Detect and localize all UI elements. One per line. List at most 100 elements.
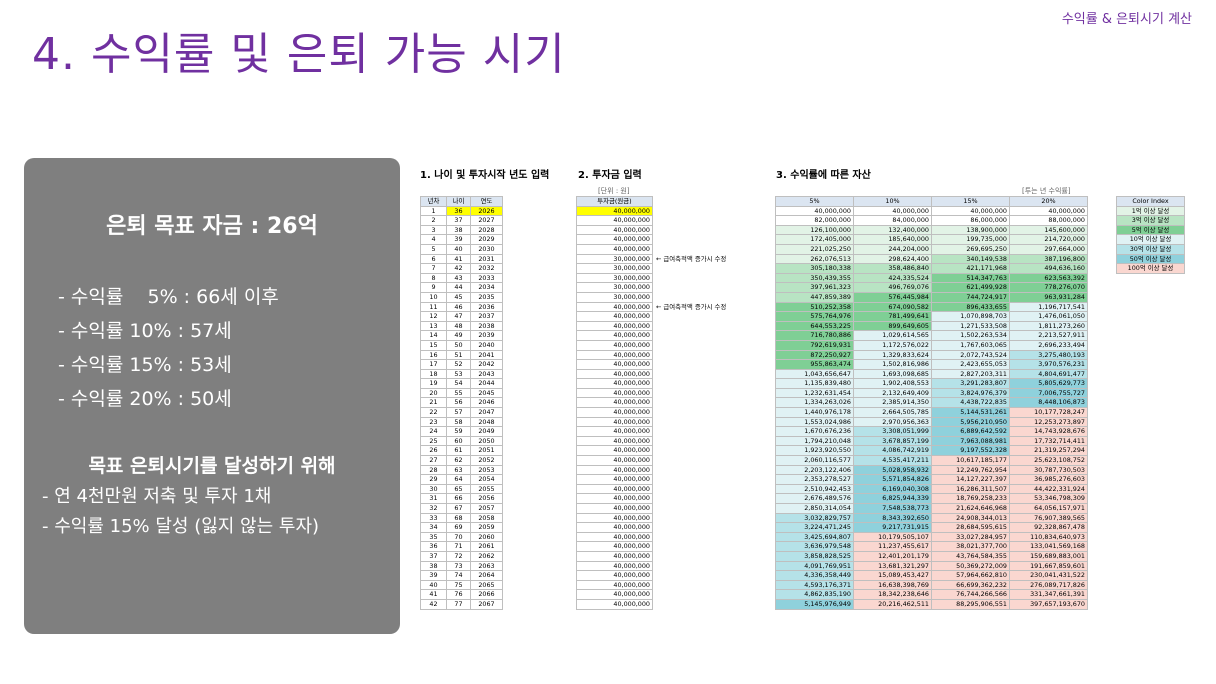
- table-row: 40,000,000: [576, 541, 653, 552]
- table-cell: 644,553,225: [775, 320, 854, 332]
- table-cell: 35: [420, 531, 447, 543]
- table-row: 262,076,513 298,624,400 340,149,538 387,196…: [775, 253, 1088, 265]
- table-cell: 66,699,362,232: [931, 579, 1010, 591]
- table-row: 34 69 2059: [420, 522, 503, 533]
- table-row: 40,000,000: [576, 215, 653, 226]
- table-cell: 221,025,250: [775, 243, 854, 255]
- table-cell: 33: [420, 512, 447, 524]
- table-row: 40 75 2065: [420, 579, 503, 591]
- table-cell: 59: [446, 426, 471, 437]
- table-cell: 2050: [470, 435, 503, 447]
- table-row: 40,000,000: [576, 512, 653, 524]
- table-cell: 230,041,431,522: [1009, 570, 1088, 581]
- table-cell: 43,764,584,355: [931, 550, 1010, 562]
- table-row: 40,000,000: [576, 455, 653, 466]
- table-cell: 40,000,000: [576, 493, 653, 504]
- rate-item: - 수익률 15% : 53세: [58, 354, 232, 376]
- table-cell: 5,144,531,261: [931, 407, 1010, 418]
- table-cell: 172,405,000: [775, 234, 854, 245]
- table-cell: 14,743,928,676: [1009, 426, 1088, 437]
- table-cell: 1,070,898,703: [931, 311, 1010, 322]
- table-row: 82,000,000 84,000,000 86,000,000 88,000,000: [775, 215, 1088, 226]
- step-item: - 연 4천만원 저축 및 투자 1채: [42, 486, 272, 507]
- table-cell: 899,649,605: [853, 320, 932, 332]
- table-cell: 2,132,649,409: [853, 387, 932, 399]
- table-cell: 2032: [470, 263, 503, 274]
- table-row: 5,145,976,949 20,216,462,511 88,295,906,55…: [775, 598, 1088, 610]
- table-cell: 40,000,000: [576, 368, 653, 380]
- table-cell: 77: [446, 598, 471, 610]
- table-cell: 792,619,931: [775, 339, 854, 351]
- table-cell: 40,000,000: [576, 503, 653, 514]
- table-cell: 3,678,857,199: [853, 435, 932, 447]
- table-cell: 21: [420, 397, 447, 409]
- table-row: 40,000,000: [576, 301, 653, 313]
- table-cell: 305,180,338: [775, 263, 854, 274]
- col-header: 년차: [420, 196, 447, 207]
- table-cell: 11,237,455,617: [853, 541, 932, 552]
- table-row: 40,000,000: [576, 426, 653, 437]
- table-row: 7 42 2032: [420, 263, 503, 274]
- table-cell: 1,670,676,236: [775, 426, 854, 437]
- table-cell: 53,346,798,309: [1009, 493, 1088, 504]
- table-cell: 48: [446, 320, 471, 332]
- table-row: 4,862,835,190 18,342,238,646 76,744,266,56…: [775, 589, 1088, 600]
- table-row: 40,000,000: [576, 598, 653, 610]
- table-cell: 27: [420, 455, 447, 466]
- legend-row: 30억 이상 달성: [1116, 243, 1185, 255]
- table-cell: 1,172,576,022: [853, 339, 932, 351]
- table-cell: 44,422,331,924: [1009, 483, 1088, 495]
- table-row: 172,405,000 185,640,000 199,735,000 214,720…: [775, 234, 1088, 245]
- table-cell: 2059: [470, 522, 503, 533]
- legend-row: 100억 이상 달성: [1116, 263, 1185, 274]
- col-header: 15%: [931, 196, 1010, 207]
- table-cell: 1,135,839,480: [775, 378, 854, 389]
- table-cell: 40,000,000: [576, 215, 653, 226]
- table-cell: 25,623,108,752: [1009, 455, 1088, 466]
- table-cell: 2031: [470, 253, 503, 265]
- table-cell: 138,900,000: [931, 224, 1010, 236]
- table-cell: 36: [446, 205, 471, 217]
- table-row: 40,000,000: [576, 311, 653, 322]
- table-cell: 34: [420, 522, 447, 533]
- table-row: 36 71 2061: [420, 541, 503, 552]
- table-row: 30,000,000: [576, 263, 653, 274]
- table-cell: 14,127,227,397: [931, 474, 1010, 485]
- table-cell: 40,000,000: [576, 483, 653, 495]
- table-cell: 45: [446, 291, 471, 303]
- table-cell: 2,072,743,524: [931, 349, 1010, 361]
- table-row: 1,923,920,550 4,086,742,919 9,197,552,328 2…: [775, 445, 1088, 457]
- table-row: 3 38 2028: [420, 224, 503, 236]
- table-cell: 424,335,524: [853, 272, 932, 284]
- table-cell: 60: [446, 435, 471, 447]
- table-cell: 1,196,717,541: [1009, 301, 1088, 313]
- table-cell: 2053: [470, 464, 503, 476]
- table-cell: 262,076,513: [775, 253, 854, 265]
- table-row: 41 76 2066: [420, 589, 503, 600]
- table-row: 1,135,839,480 1,902,408,553 3,291,283,807 5…: [775, 378, 1088, 389]
- table-cell: 20: [420, 387, 447, 399]
- table-cell: 6,889,642,592: [931, 426, 1010, 437]
- table-cell: 92,328,867,478: [1009, 522, 1088, 533]
- table-cell: 10,177,728,247: [1009, 407, 1088, 418]
- table-cell: 778,276,070: [1009, 282, 1088, 293]
- table-row: 40,000,000: [576, 339, 653, 351]
- table-cell: 514,347,763: [931, 272, 1010, 284]
- table-row: 23 58 2048: [420, 416, 503, 428]
- table-row: 30,000,000: [576, 291, 653, 303]
- table-row: 11 46 2036: [420, 301, 503, 313]
- slide-title: 4. 수익률 및 은퇴 가능 시기: [32, 29, 566, 80]
- table-cell: 2034: [470, 282, 503, 293]
- table-cell: 16,286,311,507: [931, 483, 1010, 495]
- table-cell: 397,961,323: [775, 282, 854, 293]
- table-cell: 126,100,000: [775, 224, 854, 236]
- table-cell: 3,291,283,807: [931, 378, 1010, 389]
- table-cell: 50,369,272,009: [931, 560, 1010, 572]
- table-cell: 30: [420, 483, 447, 495]
- table-cell: 298,624,400: [853, 253, 932, 265]
- table-row: 40,000,000: [576, 349, 653, 361]
- table-cell: 58: [446, 416, 471, 428]
- table-cell: 40,000,000: [576, 205, 653, 217]
- table-cell: 65: [446, 483, 471, 495]
- table-cell: 744,724,917: [931, 291, 1010, 303]
